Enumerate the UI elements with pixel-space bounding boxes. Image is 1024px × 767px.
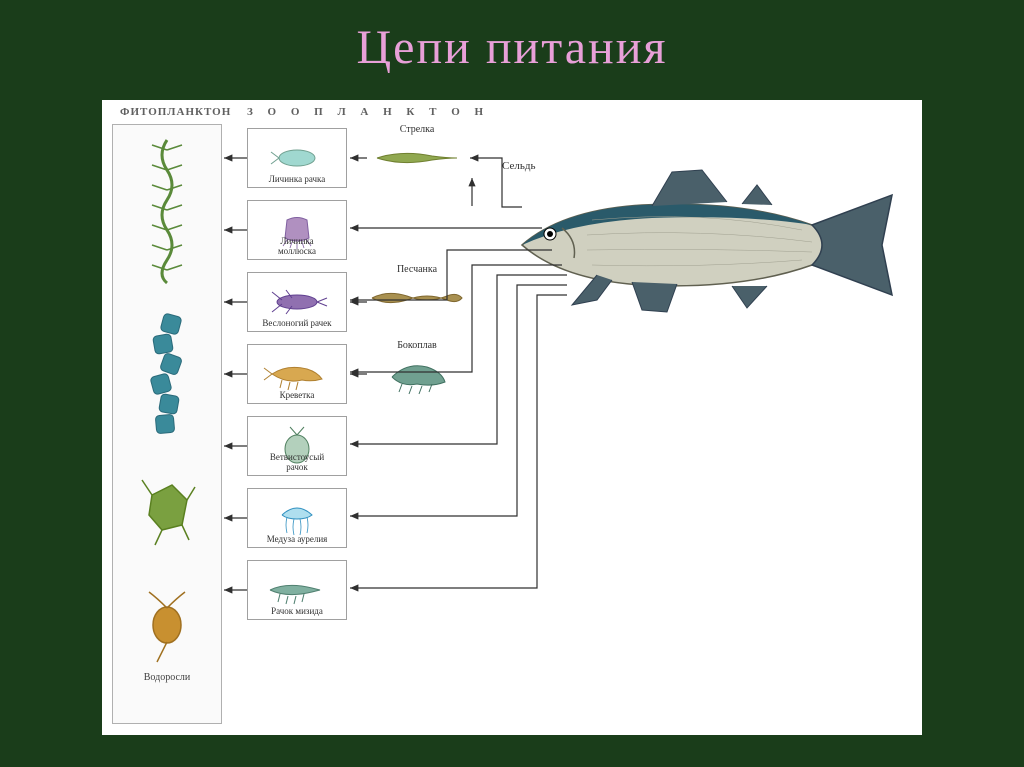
jellyfish-icon: [267, 497, 327, 539]
arrow-worm-icon: [372, 138, 462, 178]
zoo-label: Личинка моллюска: [248, 237, 346, 257]
zoo-label: Креветка: [248, 391, 346, 401]
algae-label: Водоросли: [144, 672, 191, 683]
food-chain-diagram: ФИТОПЛАНКТОН З О О П Л А Н К Т О Н: [102, 100, 922, 735]
zoo-shrimp: Креветка: [247, 344, 347, 404]
mysid-icon: [262, 570, 332, 610]
herring: Сельдь: [502, 160, 902, 340]
phyto-alga-3: [113, 475, 221, 565]
phyto-alga-1: [113, 135, 221, 285]
zoo-copepod: Веслоногий рачек: [247, 272, 347, 332]
phytoplankton-header: ФИТОПЛАНКТОН: [120, 106, 231, 118]
phyto-alga-2: [113, 310, 221, 450]
zoo-larva-mollusk: Личинка моллюска: [247, 200, 347, 260]
inter-label: Бокоплав: [397, 340, 437, 351]
inter-sand-eel: Песчанка: [367, 268, 467, 328]
alga-icon: [137, 135, 197, 285]
inter-label: Песчанка: [397, 264, 437, 275]
zoo-label: Личинка рачка: [248, 175, 346, 185]
zooplankton-header: З О О П Л А Н К Т О Н: [247, 106, 489, 118]
sand-eel-icon: [367, 276, 467, 320]
zoo-cladoceran: Ветвистоусый рачок: [247, 416, 347, 476]
zoo-label: Медуза аурелия: [248, 535, 346, 545]
phytoplankton-column: Водоросли: [112, 124, 222, 724]
inter-amphipod: Бокоплав: [367, 344, 467, 404]
phyto-alga-4: Водоросли: [113, 590, 221, 683]
zoo-label: Веслоногий рачек: [248, 319, 346, 329]
alga-chain-icon: [132, 310, 202, 450]
alga-flagellate-icon: [137, 590, 197, 670]
fish-label: Сельдь: [502, 160, 535, 172]
inter-arrow-worm: Стрелка: [367, 128, 467, 188]
page-title: Цепи питания: [0, 0, 1024, 75]
zoo-label: Ветвистоусый рачок: [248, 453, 346, 473]
zoo-larva-rachka: Личинка рачка: [247, 128, 347, 188]
zoo-aurelia: Медуза аурелия: [247, 488, 347, 548]
inter-label: Стрелка: [400, 124, 435, 135]
alga-box-icon: [137, 475, 197, 565]
zoo-label: Рачок мизида: [248, 607, 346, 617]
shrimp-icon: [262, 354, 332, 394]
amphipod-icon: [377, 352, 457, 396]
larva-icon: [267, 138, 327, 178]
herring-icon: [502, 160, 902, 330]
copepod-icon: [262, 282, 332, 322]
zoo-mysid: Рачок мизида: [247, 560, 347, 620]
